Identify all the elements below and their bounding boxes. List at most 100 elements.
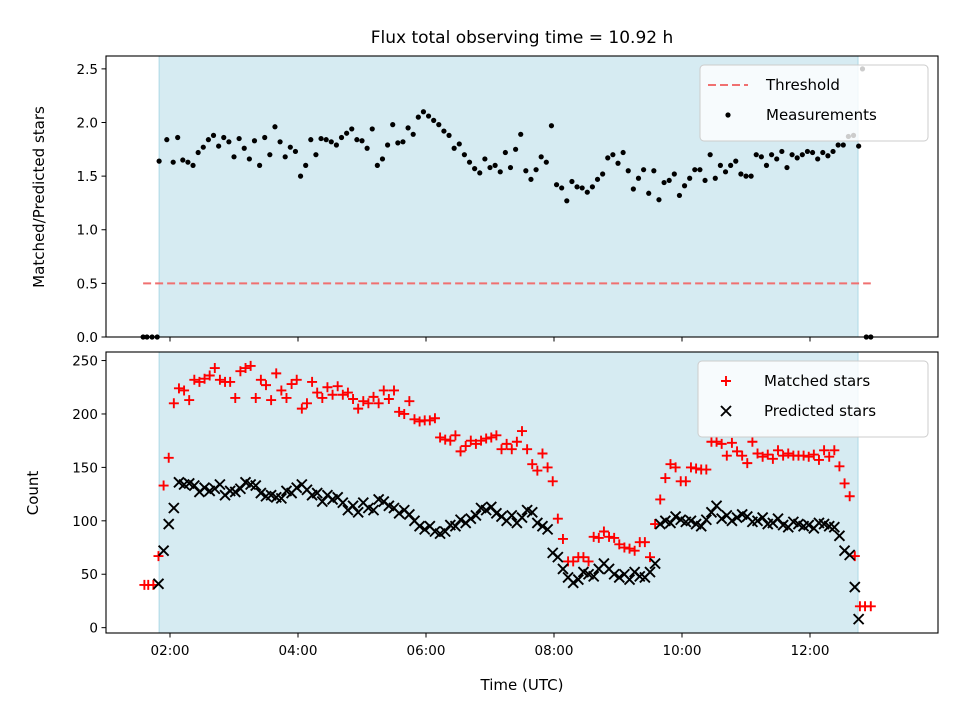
matched-star-point [184, 395, 195, 406]
measurement-point [200, 144, 206, 150]
measurement-point [405, 125, 411, 131]
measurement-point [323, 137, 329, 143]
measurement-point [840, 142, 846, 148]
matched-star-point [865, 601, 876, 612]
measurement-point [216, 143, 222, 149]
measurement-point [338, 134, 345, 141]
y-tick-label: 200 [72, 407, 98, 423]
matched-star-point [363, 398, 374, 409]
measurement-point [769, 152, 775, 158]
predicted-star-point [250, 479, 262, 492]
legend-label: Threshold [765, 76, 840, 94]
measurement-point [507, 164, 514, 171]
measurement-point [236, 135, 242, 142]
matched-star-point [378, 385, 389, 396]
measurement-point [830, 148, 836, 155]
measurement-point [804, 148, 811, 155]
predicted-star-point [552, 551, 564, 563]
matched-star-point [342, 387, 353, 398]
predicted-star-point [803, 519, 815, 531]
measurement-point [809, 149, 816, 156]
measurement-point [267, 152, 273, 158]
bottom-y-axis-label: Count [24, 471, 42, 516]
legend-predicted-swatch [720, 405, 732, 417]
predicted-star-point [157, 545, 170, 557]
measurement-point [354, 137, 360, 143]
legend-measurements-swatch [725, 112, 731, 118]
measurement-point [410, 131, 416, 137]
matched-star-point [721, 450, 732, 461]
legend-label: Predicted stars [764, 402, 876, 420]
predicted-star-point [716, 513, 728, 525]
measurement-point [635, 175, 642, 181]
measurement-point [164, 137, 170, 143]
measurement-point [272, 124, 278, 130]
matched-star-point [747, 436, 758, 447]
matched-star-point [276, 385, 287, 396]
x-tick-label: 12:00 [791, 643, 830, 659]
predicted-star-point [649, 557, 661, 570]
measurement-point [385, 142, 391, 148]
matched-star-point [189, 374, 200, 385]
measurement-point [779, 148, 785, 155]
matched-star-point [250, 392, 261, 403]
measurement-point [415, 114, 421, 120]
measurement-point [221, 134, 227, 141]
predicted-star-point [480, 504, 492, 516]
matched-star-point [685, 462, 696, 473]
matched-star-point [501, 438, 512, 449]
measurement-point [451, 145, 457, 151]
matched-star-point [358, 396, 369, 407]
measurement-point [333, 142, 339, 148]
matched-star-point [798, 450, 809, 461]
measurement-point [180, 157, 186, 163]
measurement-point [287, 144, 293, 150]
measurement-point [605, 155, 611, 161]
predicted-star-point [291, 482, 303, 494]
measurement-point [692, 167, 698, 173]
measurement-point [359, 138, 365, 144]
matched-star-point [839, 478, 850, 489]
matched-star-point [598, 526, 609, 537]
x-tick-label: 02:00 [151, 643, 190, 659]
measurement-point [784, 164, 790, 171]
legend-box [697, 360, 929, 438]
matched-star-point [322, 382, 333, 393]
predicted-star-point [255, 487, 267, 499]
y-tick-label: 0.0 [77, 330, 98, 346]
y-tick-label: 100 [72, 514, 98, 530]
matched-star-point [691, 463, 702, 474]
measurement-point [446, 132, 452, 138]
x-tick-label: 04:00 [279, 643, 318, 659]
measurement-point [722, 169, 729, 175]
measurement-point [477, 170, 483, 176]
predicted-star-point [413, 520, 426, 532]
matched-star-point [824, 451, 835, 462]
legend-label: Matched stars [764, 372, 870, 390]
measurement-point [241, 145, 247, 151]
matched-star-point [614, 539, 625, 550]
matched-star-point [271, 368, 282, 379]
matched-star-point [834, 461, 845, 472]
predicted-star-point [644, 566, 656, 578]
measurement-point [758, 154, 764, 160]
matched-star-point [496, 444, 507, 455]
measurement-point [528, 176, 534, 182]
measurement-point [436, 122, 442, 128]
matched-star-point [429, 413, 440, 424]
matched-star-point [245, 360, 256, 371]
measurement-point [728, 162, 734, 168]
matched-star-point [547, 476, 558, 487]
y-tick-label: 0 [89, 621, 98, 637]
measurement-point [625, 168, 631, 174]
measurement-point [661, 179, 667, 186]
predicted-star-point [608, 568, 620, 580]
predicted-star-point [229, 486, 241, 498]
matched-star-point [762, 449, 773, 460]
top-panel: 0.0 0.5 1.0 1.5 2.0 2.5 Threshold Measurements [77, 55, 939, 346]
measurement-point [676, 192, 683, 199]
matched-star-point [655, 494, 666, 505]
matched-star-point [757, 451, 768, 462]
matched-star-point [767, 453, 778, 464]
measurement-point [774, 156, 780, 162]
